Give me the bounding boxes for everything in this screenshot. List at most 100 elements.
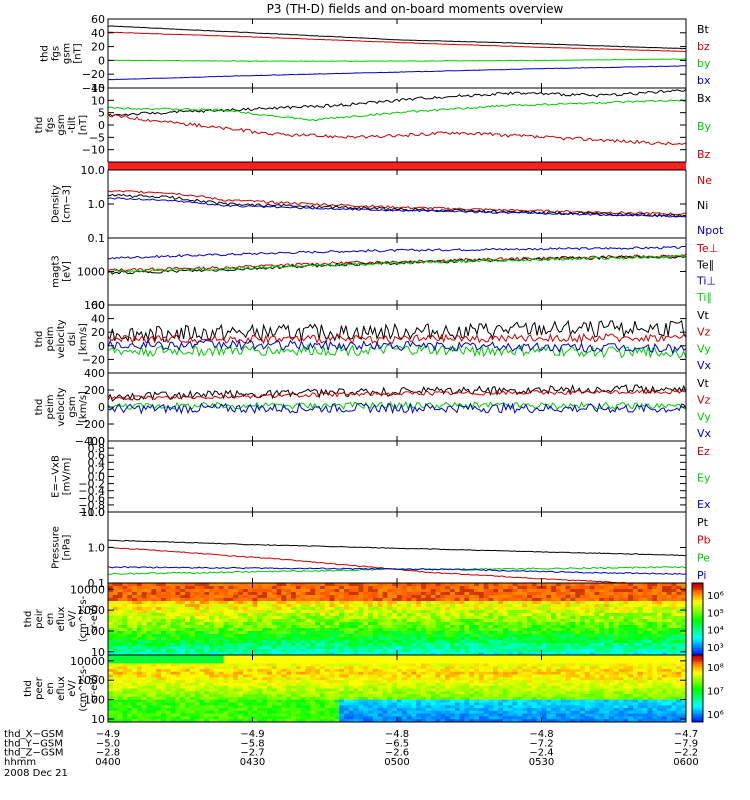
heatmap-cell: [281, 643, 287, 647]
heatmap-cell: [449, 713, 456, 717]
heatmap-cell: [286, 592, 292, 596]
heatmap-cell: [339, 631, 345, 635]
heatmap-cell: [170, 702, 176, 706]
heatmap-cell: [334, 660, 340, 664]
heatmap-cell: [286, 710, 292, 715]
heatmap-cell: [136, 595, 143, 599]
heatmap-cell: [372, 705, 379, 709]
heatmap-cell: [310, 610, 316, 614]
heatmap-cell: [117, 699, 123, 703]
heatmap-cell: [146, 668, 152, 673]
heatmap-cell: [252, 619, 258, 623]
heatmap-cell: [372, 713, 379, 717]
heatmap-cell: [315, 598, 321, 602]
heatmap-cell: [151, 657, 157, 661]
heatmap-cell: [584, 637, 591, 641]
heatmap-cell: [681, 625, 687, 629]
heatmap-cell: [363, 663, 369, 667]
heatmap-cell: [502, 649, 509, 653]
heatmap-cell: [170, 625, 176, 629]
heatmap-cell: [175, 696, 181, 701]
heatmap-cell: [618, 598, 624, 602]
heatmap-cell: [209, 634, 215, 638]
heatmap-cell: [584, 598, 591, 602]
heatmap-cell: [353, 628, 359, 632]
heatmap-cell: [681, 601, 687, 605]
heatmap-cell: [421, 598, 427, 602]
heatmap-cell: [286, 586, 292, 590]
heatmap-cell: [112, 592, 119, 596]
heatmap-cell: [421, 696, 427, 701]
heatmap-cell: [175, 682, 181, 687]
heatmap-cell: [584, 622, 591, 626]
heatmap-cell: [189, 680, 196, 684]
heatmap-cell: [180, 652, 186, 656]
heatmap-cell: [185, 652, 191, 656]
heatmap-cell: [411, 713, 417, 717]
heatmap-cell: [608, 616, 615, 620]
heatmap-cell: [112, 716, 119, 720]
heatmap-cell: [286, 598, 292, 602]
heatmap-cell: [348, 663, 355, 667]
heatmap-cell: [117, 583, 123, 587]
heatmap-cell: [218, 710, 224, 715]
heatmap-cell: [252, 682, 258, 687]
heatmap-cell: [599, 595, 605, 599]
heatmap-cell: [575, 622, 581, 626]
heatmap-cell: [334, 699, 340, 703]
heatmap-cell: [300, 619, 306, 623]
heatmap-cell: [291, 680, 297, 684]
heatmap-cell: [218, 643, 224, 647]
heatmap-cell: [377, 680, 383, 684]
heatmap-cell: [387, 631, 393, 635]
heatmap-cell: [165, 613, 172, 617]
heatmap-cell: [368, 619, 374, 623]
heatmap-cell: [170, 682, 176, 687]
heatmap-cell: [276, 652, 282, 656]
heatmap-cell: [156, 646, 162, 650]
y-tick-label: 0.2: [88, 463, 106, 476]
heatmap-cell: [637, 622, 644, 626]
heatmap-cell: [189, 710, 196, 715]
heatmap-cell: [247, 708, 253, 712]
heatmap-cell: [305, 601, 311, 605]
heatmap-cell: [194, 694, 200, 698]
heatmap-cell: [122, 713, 128, 717]
heatmap-cell: [194, 616, 200, 620]
heatmap-cell: [334, 583, 340, 587]
heatmap-cell: [276, 713, 282, 717]
heatmap-cell: [368, 696, 374, 701]
heatmap-cell: [406, 607, 412, 611]
heatmap-cell: [372, 716, 379, 720]
heatmap-cell: [387, 652, 393, 656]
heatmap-cell: [570, 619, 576, 623]
heatmap-cell: [483, 607, 489, 611]
heatmap-cell: [449, 607, 456, 611]
heatmap-cell: [604, 616, 610, 620]
heatmap-cell: [608, 592, 615, 596]
heatmap-cell: [194, 716, 200, 720]
heatmap-cell: [204, 643, 210, 647]
heatmap-cell: [112, 613, 119, 617]
heatmap-cell: [117, 716, 123, 720]
heatmap-cell: [199, 691, 205, 695]
heatmap-cell: [262, 619, 268, 623]
heatmap-cell: [170, 583, 176, 587]
heatmap-cell: [440, 604, 446, 608]
heatmap-cell: [565, 637, 571, 641]
heatmap-cell: [363, 719, 369, 723]
heatmap-cell: [310, 616, 316, 620]
heatmap-cell: [242, 586, 249, 590]
heatmap-cell: [344, 637, 350, 641]
heatmap-cell: [449, 696, 456, 701]
heatmap-cell: [411, 583, 417, 587]
heatmap-cell: [170, 688, 176, 692]
heatmap-cell: [329, 652, 335, 656]
heatmap-cell: [300, 674, 306, 678]
heatmap-cell: [425, 708, 432, 712]
colorbar-swatch: [692, 592, 703, 596]
heatmap-cell: [127, 682, 133, 687]
heatmap-cell: [397, 601, 403, 605]
heatmap-cell: [189, 586, 196, 590]
heatmap-cell: [445, 694, 451, 698]
